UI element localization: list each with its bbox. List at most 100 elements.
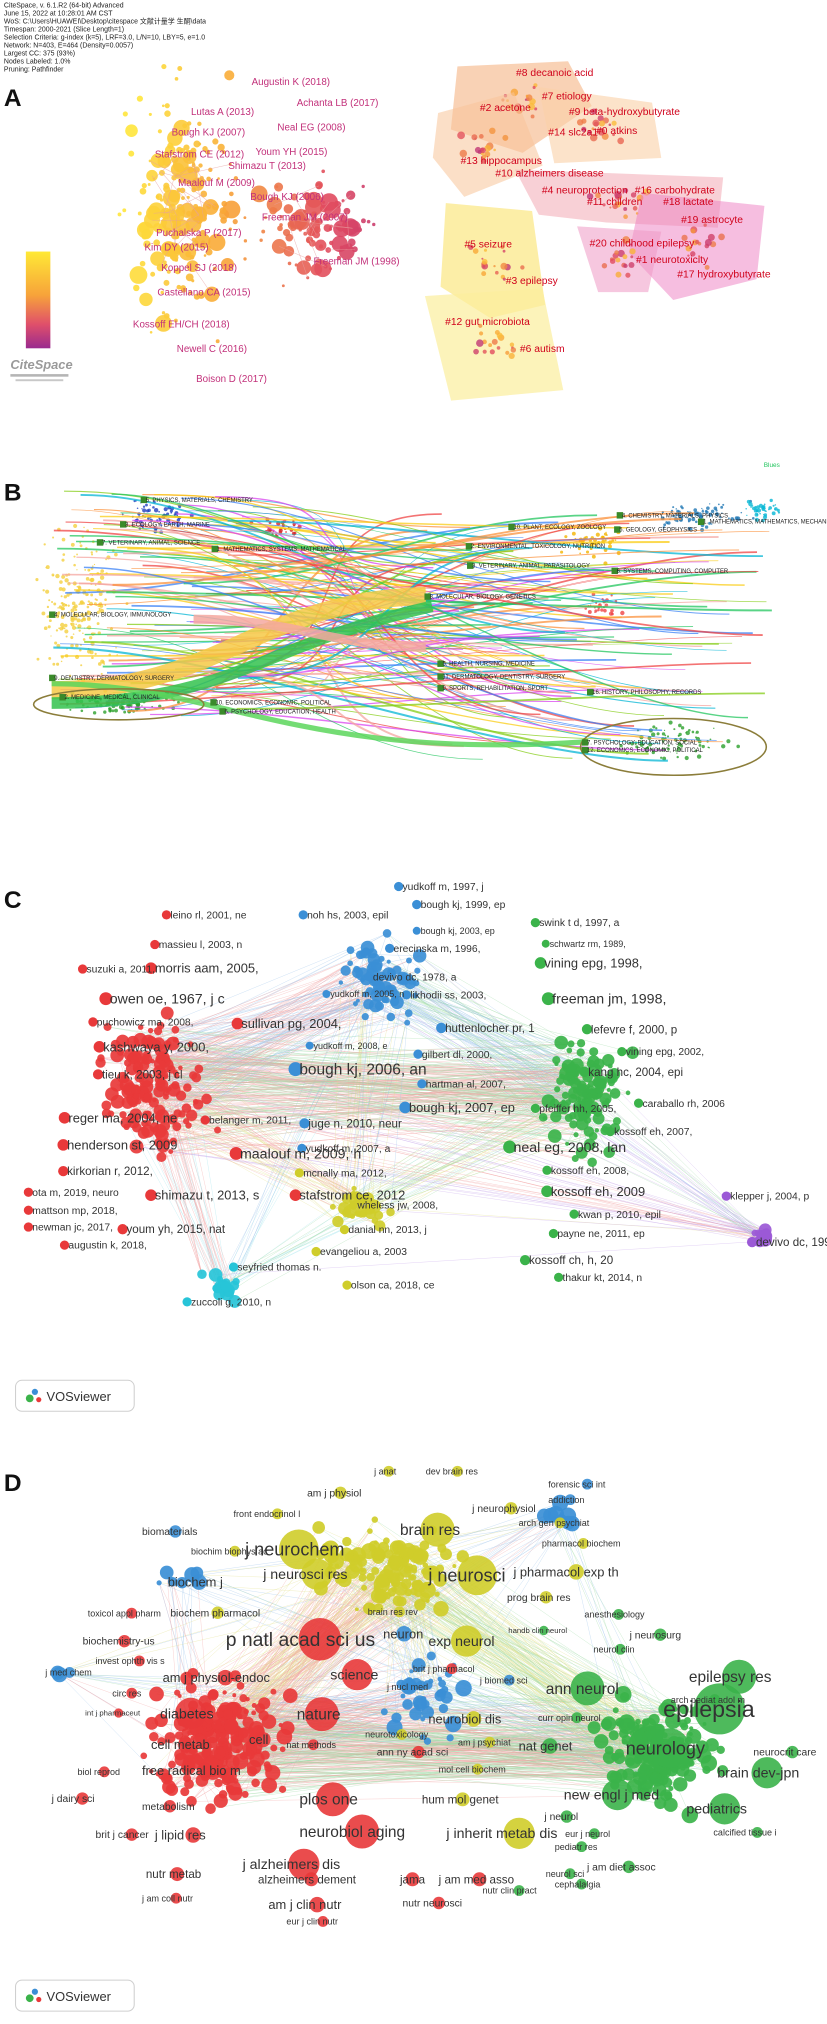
network-node xyxy=(164,145,176,156)
network-edge xyxy=(289,225,308,278)
field-label: 5. HEALTH, NURSING, MEDICINE xyxy=(443,662,535,668)
field-node xyxy=(754,517,759,522)
network-node xyxy=(183,144,190,151)
journal-label: j lipid res xyxy=(154,1828,206,1843)
citespace-logo: CiteSpace xyxy=(10,357,72,372)
reference-label: huttenlocher pr, 1 xyxy=(445,1022,535,1035)
label-tag xyxy=(697,518,705,526)
field-label: 5. GEOLOGY, GEOPHYSICS xyxy=(619,527,697,533)
network-node xyxy=(122,208,127,213)
network-node xyxy=(446,1734,454,1742)
network-node xyxy=(372,222,376,227)
field-node xyxy=(42,589,45,592)
field-node xyxy=(76,618,81,623)
reference-label: tieu k, 2003, j cl xyxy=(102,1068,183,1081)
field-node xyxy=(661,732,666,736)
network-edge xyxy=(165,214,200,235)
network-edge xyxy=(265,217,299,221)
field-node xyxy=(776,508,780,512)
network-edge xyxy=(369,1209,759,1234)
field-node xyxy=(710,509,715,514)
network-node xyxy=(386,959,391,964)
journal-label: j inherit metab dis xyxy=(445,1826,557,1842)
journal-label: eur j neurol xyxy=(565,1829,610,1839)
field-node xyxy=(48,599,51,602)
labeled-node xyxy=(412,926,421,935)
network-edge xyxy=(332,983,411,1207)
network-node xyxy=(258,1697,271,1710)
field-node xyxy=(635,745,639,749)
network-node xyxy=(190,147,197,154)
network-node xyxy=(411,1580,421,1590)
field-label: 6. PSYCHOLOGY, EDUCATION, HEALTH xyxy=(225,709,336,715)
cluster-label: #20 childhood epilepsy xyxy=(590,238,696,249)
reference-label: kossoff eh, 2007, xyxy=(614,1127,692,1138)
field-node xyxy=(47,625,51,629)
field-node xyxy=(69,708,72,711)
field-node xyxy=(115,646,117,649)
network-edge xyxy=(177,1113,353,1217)
network-node xyxy=(279,1746,286,1753)
reference-label: kang hc, 2004, epi xyxy=(588,1066,683,1079)
header-line: Largest CC: 375 (93%) xyxy=(4,51,75,58)
network-node xyxy=(329,1203,336,1210)
citation-link xyxy=(189,621,621,736)
network-node xyxy=(312,230,321,239)
journal-label: exp neurol xyxy=(428,1634,494,1650)
network-node xyxy=(366,219,371,224)
field-node xyxy=(90,593,94,597)
field-node xyxy=(648,742,653,747)
author-label: Youm YH (2015) xyxy=(255,147,327,158)
network-node xyxy=(278,1722,283,1728)
field-node xyxy=(80,612,85,618)
network-node xyxy=(260,1750,270,1760)
network-node xyxy=(623,214,628,220)
label-tag xyxy=(219,708,226,715)
field-node xyxy=(88,579,91,581)
network-edge xyxy=(173,165,194,178)
network-node xyxy=(349,1213,356,1219)
network-node xyxy=(489,349,495,355)
field-node xyxy=(97,662,102,666)
network-node xyxy=(182,1118,190,1125)
reference-label: wheless jw, 2008, xyxy=(356,1201,438,1212)
network-node xyxy=(338,214,347,223)
network-edge xyxy=(150,1030,582,1044)
field-node xyxy=(87,625,92,630)
network-node xyxy=(692,260,695,263)
field-node xyxy=(709,503,711,505)
journal-label: biochemistry-us xyxy=(83,1637,155,1648)
field-node xyxy=(60,595,63,598)
network-edge xyxy=(396,969,572,1045)
journal-label: jama xyxy=(399,1873,426,1886)
field-node xyxy=(676,752,678,754)
network-node xyxy=(128,150,135,157)
field-node xyxy=(605,531,607,534)
author-label: Puchalska P (2017) xyxy=(156,228,241,239)
network-node xyxy=(162,157,172,167)
journal-label: biochem pharmacol xyxy=(170,1608,260,1619)
network-node xyxy=(612,133,615,137)
field-node xyxy=(666,747,670,751)
network-node xyxy=(137,1024,144,1030)
field-label: 12. ECONOMICS, ECONOMIC, POLITICAL xyxy=(587,748,704,754)
network-node xyxy=(426,1651,436,1661)
field-node xyxy=(90,577,95,582)
field-node xyxy=(52,662,56,666)
network-node xyxy=(197,1269,207,1280)
field-node xyxy=(708,521,711,525)
network-node xyxy=(561,1091,570,1099)
network-node xyxy=(150,271,156,277)
network-node xyxy=(148,112,152,116)
network-node xyxy=(283,246,295,257)
network-node xyxy=(473,348,479,355)
network-edge xyxy=(388,961,611,1067)
network-node xyxy=(148,1116,154,1122)
network-node xyxy=(600,1718,613,1730)
field-node xyxy=(170,512,173,514)
reference-label: zuccoli g, 2010, n xyxy=(191,1297,271,1308)
field-node xyxy=(94,652,97,656)
network-node xyxy=(488,343,493,348)
citation-link xyxy=(252,506,693,585)
field-node xyxy=(585,535,588,539)
